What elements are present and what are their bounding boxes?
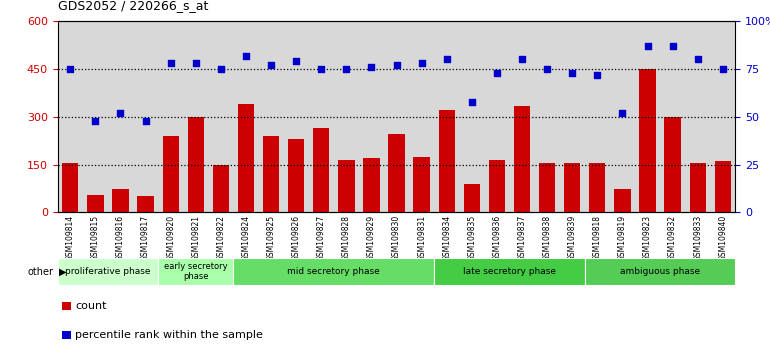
Point (616, 110, 628, 116)
Bar (539, 163, 555, 212)
Bar (690, 163, 706, 212)
Point (466, 99, 478, 104)
Point (691, 57, 704, 62)
Text: percentile rank within the sample: percentile rank within the sample (75, 330, 263, 340)
Bar (83, 21, 108, 212)
Point (265, 62, 277, 68)
Bar (238, 104, 254, 212)
Bar (610, 21, 635, 212)
Bar (334, 21, 359, 212)
Point (114, 110, 126, 116)
Point (215, 66, 227, 72)
Bar (233, 21, 259, 212)
Bar (564, 163, 581, 212)
Text: ▶: ▶ (59, 267, 66, 277)
Bar (413, 156, 430, 212)
Bar (263, 136, 280, 212)
Bar (313, 128, 330, 212)
Point (641, 43, 654, 49)
Bar (459, 21, 484, 212)
Bar (614, 188, 631, 212)
Bar (434, 21, 459, 212)
Point (416, 61, 428, 66)
Bar (715, 161, 731, 212)
Point (89, 118, 102, 124)
Bar (584, 258, 735, 285)
Bar (439, 110, 455, 212)
Bar (233, 258, 434, 285)
Bar (213, 165, 229, 212)
Bar (108, 21, 133, 212)
Bar (359, 21, 384, 212)
Bar (58, 21, 83, 212)
Bar (388, 135, 405, 212)
Text: proliferative phase: proliferative phase (65, 267, 151, 276)
Bar (158, 258, 233, 285)
Bar (338, 160, 354, 212)
Bar (288, 139, 304, 212)
Bar (137, 196, 154, 212)
Bar (589, 163, 605, 212)
Bar (283, 21, 309, 212)
Bar (112, 188, 129, 212)
Bar (510, 21, 534, 212)
Bar (309, 21, 334, 212)
Bar (384, 21, 409, 212)
Bar (363, 158, 380, 212)
Bar (209, 21, 233, 212)
Point (340, 66, 353, 72)
Point (139, 118, 152, 124)
Bar (560, 21, 584, 212)
Bar (489, 160, 505, 212)
Bar (685, 21, 710, 212)
Text: other: other (28, 267, 54, 277)
Bar (534, 21, 560, 212)
Bar (665, 117, 681, 212)
Point (165, 61, 177, 66)
Bar (484, 21, 510, 212)
Point (440, 57, 453, 62)
Bar (660, 21, 685, 212)
Bar (259, 21, 283, 212)
Text: count: count (75, 301, 107, 311)
Text: mid secretory phase: mid secretory phase (287, 267, 380, 276)
Bar (514, 105, 531, 212)
Bar (162, 136, 179, 212)
Point (717, 66, 729, 72)
Bar (409, 21, 434, 212)
Bar (158, 21, 183, 212)
Bar (183, 21, 209, 212)
Bar (434, 258, 584, 285)
Bar (584, 21, 610, 212)
Point (390, 62, 403, 68)
Point (239, 53, 252, 58)
Point (667, 43, 679, 49)
Text: early secretory
phase: early secretory phase (164, 262, 228, 281)
Point (591, 72, 604, 78)
Point (365, 64, 377, 70)
Bar (87, 195, 103, 212)
Bar (58, 258, 158, 285)
Point (490, 70, 503, 76)
Point (189, 61, 202, 66)
Text: ambiguous phase: ambiguous phase (620, 267, 700, 276)
Bar (188, 117, 204, 212)
Text: late secretory phase: late secretory phase (463, 267, 556, 276)
Point (315, 66, 327, 72)
Bar (464, 184, 480, 212)
Point (566, 70, 578, 76)
Point (64, 66, 76, 72)
Point (290, 58, 303, 64)
Text: GDS2052 / 220266_s_at: GDS2052 / 220266_s_at (58, 0, 208, 12)
Point (516, 57, 528, 62)
Point (541, 66, 554, 72)
Bar (62, 163, 79, 212)
Bar (639, 69, 656, 212)
Bar (710, 21, 735, 212)
Bar (635, 21, 660, 212)
Bar (133, 21, 158, 212)
